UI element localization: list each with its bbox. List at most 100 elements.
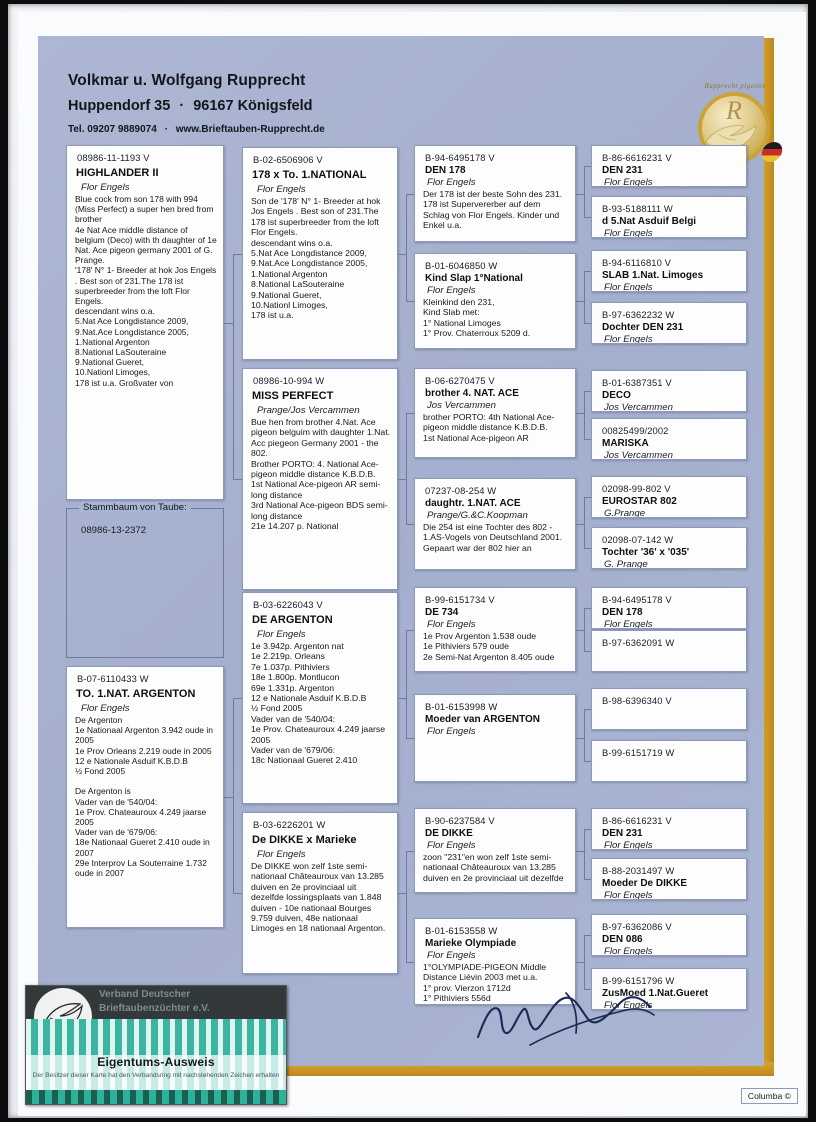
connector-line <box>406 961 414 963</box>
pedigree-card[interactable]: B-02-6506906 V 178 x To. 1.NATIONAL Flor E… <box>242 147 398 360</box>
pedigree-card[interactable]: B-86-6616231 V DEN 231 Flor Engels <box>591 145 747 187</box>
pigeon-name: DE ARGENTON <box>252 614 333 626</box>
pedigree-card[interactable]: B-94-6495178 V DEN 178 Flor Engels Der 178 … <box>414 145 576 242</box>
pedigree-card[interactable]: B-99-6151796 W ZusMoed 1.Nat.Gueret Flor E… <box>591 968 747 1010</box>
ring-number: B-93-5188111 W <box>602 203 673 214</box>
pedigree-card[interactable]: B-97-6362086 V DEN 086 Flor Engels <box>591 914 747 956</box>
connector-line <box>224 322 233 324</box>
pedigree-card[interactable]: B-93-5188111 W d 5.Nat Asduif Belgi Flor E… <box>591 196 747 238</box>
pigeon-name: HIGHLANDER II <box>76 167 159 179</box>
pigeon-description: Son de '178' N° 1- Breeder at hok Jos En… <box>251 196 381 321</box>
connector-line <box>583 391 591 392</box>
logo-monogram: R <box>726 96 742 125</box>
connector-line <box>583 271 585 323</box>
contact-separator: · <box>164 124 168 135</box>
pedigree-card[interactable]: 07237-08-254 W daughtr. 1.NAT. ACE Prange/… <box>414 478 576 570</box>
pedigree-card[interactable]: B-88-2031497 W Moeder De DIKKE Flor Engels <box>591 858 747 900</box>
ownership-card-pattern <box>26 1090 286 1104</box>
ring-number: B-99-6151734 V <box>425 594 495 605</box>
connector-line <box>406 850 407 962</box>
breeder-credit: G.Prange <box>604 508 646 518</box>
connector-line <box>583 497 585 548</box>
ownership-card: Verband Deutscher Brieftaubenzüchter e.V… <box>25 985 287 1105</box>
ring-number: B-99-6151796 W <box>602 975 675 986</box>
connector-line <box>233 698 242 699</box>
connector-line <box>576 413 584 414</box>
connector-line <box>398 479 406 480</box>
pedigree-card[interactable]: 02098-07-142 W Tochter '36' x '035' G. Pra… <box>591 527 747 569</box>
breeder-credit: Flor Engels <box>427 950 476 961</box>
pedigree-card[interactable]: B-97-6362232 W Dochter DEN 231 Flor Engels <box>591 302 747 344</box>
address-city: 96167 Königsfeld <box>193 98 313 114</box>
ring-number: B-98-6396340 V <box>602 695 672 706</box>
connector-line <box>406 850 414 852</box>
pedigree-card[interactable]: B-01-6153998 W Moeder van ARGENTON Flor En… <box>414 694 576 782</box>
website-link[interactable]: www.Brieftauben-Rupprecht.de <box>175 124 325 135</box>
connector-line <box>583 166 591 167</box>
ring-number: B-86-6616231 V <box>602 815 672 826</box>
pigeon-name: ZusMoed 1.Nat.Gueret <box>602 988 709 999</box>
connector-line <box>406 413 414 414</box>
connector-line <box>233 698 234 893</box>
pedigree-card[interactable]: B-99-6151719 W <box>591 740 747 782</box>
connector-line <box>576 301 584 302</box>
pigeon-name: TO. 1.NAT. ARGENTON <box>76 688 196 700</box>
pedigree-card[interactable]: B-94-6495178 V DEN 178 Flor Engels <box>591 587 747 629</box>
pedigree-card[interactable]: B-98-6396340 V <box>591 688 747 730</box>
pedigree-card[interactable]: B-01-6153558 W Marieke Olympiade Flor Enge… <box>414 918 576 1005</box>
pigeon-name: Dochter DEN 231 <box>602 322 684 333</box>
pigeon-description: brother PORTO: 4th National Ace-pigeon m… <box>423 412 555 443</box>
stammbaum-legend: Stammbaum von Taube: <box>79 502 191 513</box>
breeder-credit: Flor Engels <box>604 840 653 850</box>
ring-number: B-02-6506906 V <box>253 154 323 165</box>
connector-line <box>406 629 414 631</box>
connector-line <box>576 850 584 852</box>
pedigree-card[interactable]: B-90-6237584 V DE DIKKE Flor Engels zoon "2… <box>414 808 576 893</box>
pedigree-card[interactable]: B-01-6387351 V DECO Jos Vercammen <box>591 370 747 412</box>
connector-line <box>583 709 591 710</box>
pedigree-card[interactable]: B-07-6110433 W TO. 1.NAT. ARGENTON Flor En… <box>66 666 224 928</box>
pedigree-card[interactable]: 08986-11-1193 V HIGHLANDER II Flor Engels B… <box>66 145 224 500</box>
ownership-card-subtitle: Der Besitzer dieser Karte hat den Verban… <box>32 1072 280 1079</box>
ring-number: B-01-6153558 W <box>425 925 498 936</box>
connector-line <box>224 797 233 798</box>
breeder-credit: Flor Engels <box>604 619 653 629</box>
address-separator: · <box>179 98 185 114</box>
breeder-credit: Flor Engels <box>427 726 476 737</box>
pedigree-card[interactable]: 00825499/2002 MARISKA Jos Vercammen <box>591 418 747 460</box>
ring-number: B-90-6237584 V <box>425 815 495 826</box>
pigeon-name: DE 734 <box>425 607 459 618</box>
connector-line <box>398 698 406 699</box>
pedigree-card[interactable]: B-94-6116810 V SLAB 1.Nat. Limoges Flor En… <box>591 250 747 292</box>
ring-number: B-94-6495178 V <box>425 152 495 163</box>
breeder-credit: Flor Engels <box>257 849 306 860</box>
ring-number: B-06-6270475 V <box>425 375 495 386</box>
stammbaum-ring-number: 08986-13-2372 <box>81 525 147 536</box>
pigeon-name: SLAB 1.Nat. Limoges <box>602 270 704 281</box>
breeder-credit: Flor Engels <box>81 182 130 193</box>
pedigree-card[interactable]: B-03-6226201 W De DIKKE x Marieke Flor Eng… <box>242 812 398 974</box>
connector-line <box>406 301 414 302</box>
pigeon-name: Moeder De DIKKE <box>602 878 688 889</box>
connector-line <box>583 271 591 272</box>
pedigree-card[interactable]: B-03-6226043 V DE ARGENTON Flor Engels 1e 3… <box>242 592 398 804</box>
connector-line <box>233 479 242 480</box>
breeder-credit: Flor Engels <box>604 177 653 187</box>
pedigree-card[interactable]: B-97-6362091 W <box>591 630 747 672</box>
pedigree-card[interactable]: B-01-6046850 W Kind Slap 1°National Flor E… <box>414 253 576 349</box>
columba-credit: Columba © <box>740 1088 798 1104</box>
connector-line <box>583 439 591 440</box>
breeder-credit: Flor Engels <box>604 946 653 956</box>
pedigree-card[interactable]: 08986-10-994 W MISS PERFECT Prange/Jos Ver… <box>242 368 398 590</box>
ring-number: B-01-6387351 V <box>602 377 672 388</box>
pedigree-card[interactable]: 02098-99-802 V EUROSTAR 802 G.Prange <box>591 476 747 518</box>
pedigree-card[interactable]: B-06-6270475 V brother 4. NAT. ACE Jos Ver… <box>414 368 576 458</box>
pigeon-description: zoon "231"en won zelf 1ste semi-nationaa… <box>423 852 564 883</box>
pedigree-card[interactable]: B-99-6151734 V DE 734 Flor Engels 1e Prov A… <box>414 587 576 672</box>
breeder-credit: Prange/G.&C.Koopman <box>427 510 528 521</box>
ring-number: 08986-11-1193 V <box>77 152 150 163</box>
pedigree-card[interactable]: B-86-6616231 V DEN 231 Flor Engels <box>591 808 747 850</box>
breeder-credit: Flor Engels <box>604 334 653 344</box>
pigeon-name: DEN 178 <box>425 165 466 176</box>
pedigree-page: Volkmar u. Wolfgang Rupprecht Huppendorf… <box>38 36 785 1066</box>
